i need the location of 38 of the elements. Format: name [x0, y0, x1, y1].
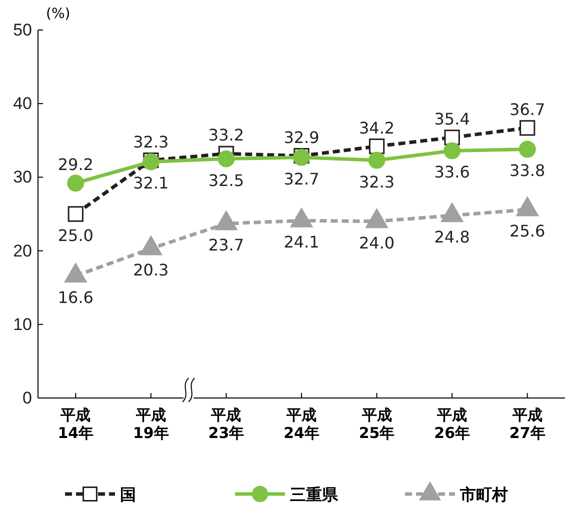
- x-tick-label: 平成 27年: [509, 406, 546, 442]
- y-tick-label: 40: [13, 94, 32, 114]
- y-axis-title: (%): [46, 6, 70, 22]
- data-label: 24.0: [358, 233, 395, 252]
- data-label: 35.4: [434, 109, 470, 128]
- x-tick-label: 平成 25年: [358, 406, 395, 442]
- data-label: 32.3: [133, 132, 169, 152]
- legend-label: 国: [120, 485, 136, 504]
- data-label: 34.2: [358, 118, 395, 138]
- x-tick-label: 平成 19年: [132, 406, 169, 442]
- data-label: 36.7: [510, 100, 546, 119]
- data-label: 23.7: [208, 236, 244, 255]
- data-label: 32.5: [208, 170, 244, 190]
- x-tick-label: 平成 24年: [284, 406, 320, 442]
- data-label: 32.3: [358, 172, 395, 192]
- data-label: 24.1: [284, 232, 320, 252]
- data-label: 32.1: [133, 174, 169, 193]
- data-label: 20.3: [133, 260, 169, 280]
- y-tick-label: 10: [13, 314, 32, 334]
- legend-label: 市町村: [459, 485, 508, 504]
- data-label: 25.6: [510, 222, 546, 241]
- data-label: 33.8: [510, 161, 546, 180]
- y-tick-label: 50: [13, 20, 32, 40]
- data-label: 29.2: [58, 155, 94, 174]
- x-tick-label: 平成 26年: [434, 406, 470, 442]
- data-label: 33.6: [434, 162, 470, 182]
- data-label: 33.2: [208, 126, 244, 145]
- legend-label: 三重県: [290, 485, 339, 504]
- y-tick-label: 20: [13, 241, 32, 260]
- x-tick-label: 平成 23年: [208, 406, 244, 442]
- data-label: 24.8: [434, 227, 470, 246]
- data-label: 32.7: [284, 169, 320, 188]
- data-label: 16.6: [58, 288, 94, 307]
- data-label: 32.9: [284, 128, 320, 147]
- data-label: 25.0: [58, 226, 94, 245]
- y-tick-label: 0: [22, 388, 32, 408]
- x-tick-label: 平成 14年: [58, 406, 94, 442]
- y-tick-label: 30: [13, 168, 32, 187]
